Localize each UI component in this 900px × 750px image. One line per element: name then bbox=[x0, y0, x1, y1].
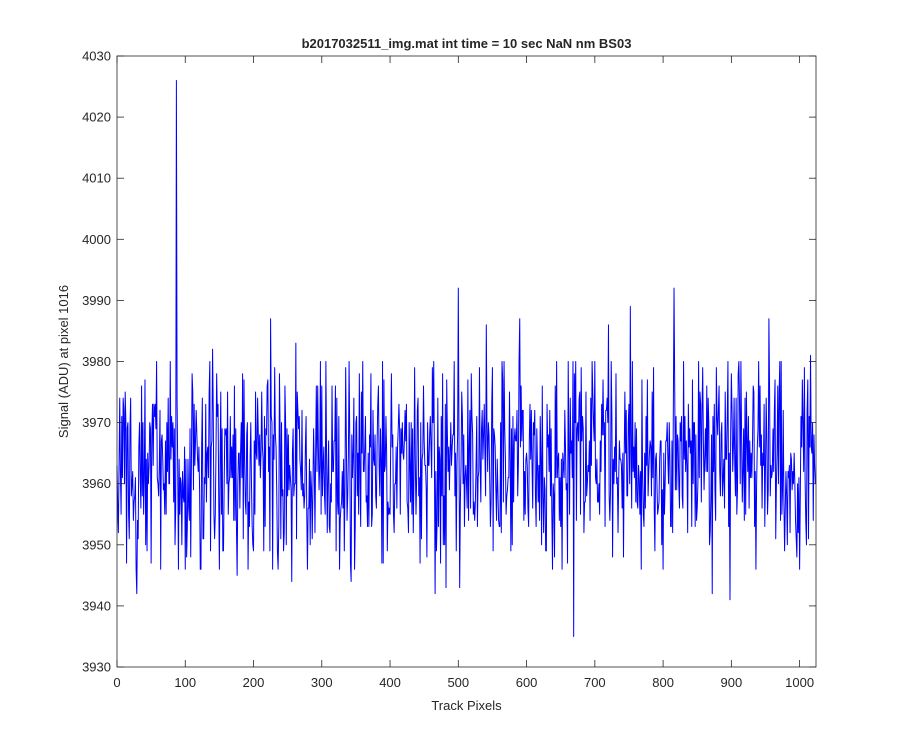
y-tick-label: 3990 bbox=[82, 293, 111, 308]
x-tick-label: 900 bbox=[721, 675, 743, 690]
x-tick-label: 500 bbox=[447, 675, 469, 690]
x-axis-ticks: 0 100 200 300 400 500 600 700 800 900 1000 bbox=[113, 56, 814, 690]
x-tick-label: 0 bbox=[113, 675, 120, 690]
x-tick-label: 300 bbox=[311, 675, 333, 690]
y-tick-label: 3960 bbox=[82, 476, 111, 491]
y-tick-label: 4030 bbox=[82, 49, 111, 64]
plot-area bbox=[117, 56, 816, 667]
signal-series-line bbox=[116, 79, 816, 637]
y-tick-label: 3930 bbox=[82, 660, 111, 675]
y-tick-label: 3950 bbox=[82, 537, 111, 552]
x-tick-label: 100 bbox=[174, 675, 196, 690]
y-tick-label: 4000 bbox=[82, 232, 111, 247]
y-tick-label: 4010 bbox=[82, 171, 111, 186]
y-axis-label: Signal (ADU) at pixel 1016 bbox=[56, 285, 71, 438]
x-axis-label: Track Pixels bbox=[431, 698, 502, 713]
series-layer bbox=[116, 79, 816, 637]
x-tick-label: 400 bbox=[379, 675, 401, 690]
x-tick-label: 800 bbox=[652, 675, 674, 690]
y-tick-label: 3970 bbox=[82, 415, 111, 430]
chart-title: b2017032511_img.mat int time = 10 sec Na… bbox=[302, 36, 632, 51]
x-tick-label: 200 bbox=[243, 675, 265, 690]
y-tick-label: 3940 bbox=[82, 598, 111, 613]
x-tick-label: 700 bbox=[584, 675, 606, 690]
y-tick-label: 3980 bbox=[82, 354, 111, 369]
x-tick-label: 1000 bbox=[785, 675, 814, 690]
x-tick-label: 600 bbox=[516, 675, 538, 690]
y-tick-label: 4020 bbox=[82, 110, 111, 125]
y-axis-ticks: 3930 3940 3950 3960 3970 3980 3990 4000 4010 4020… bbox=[82, 49, 816, 675]
